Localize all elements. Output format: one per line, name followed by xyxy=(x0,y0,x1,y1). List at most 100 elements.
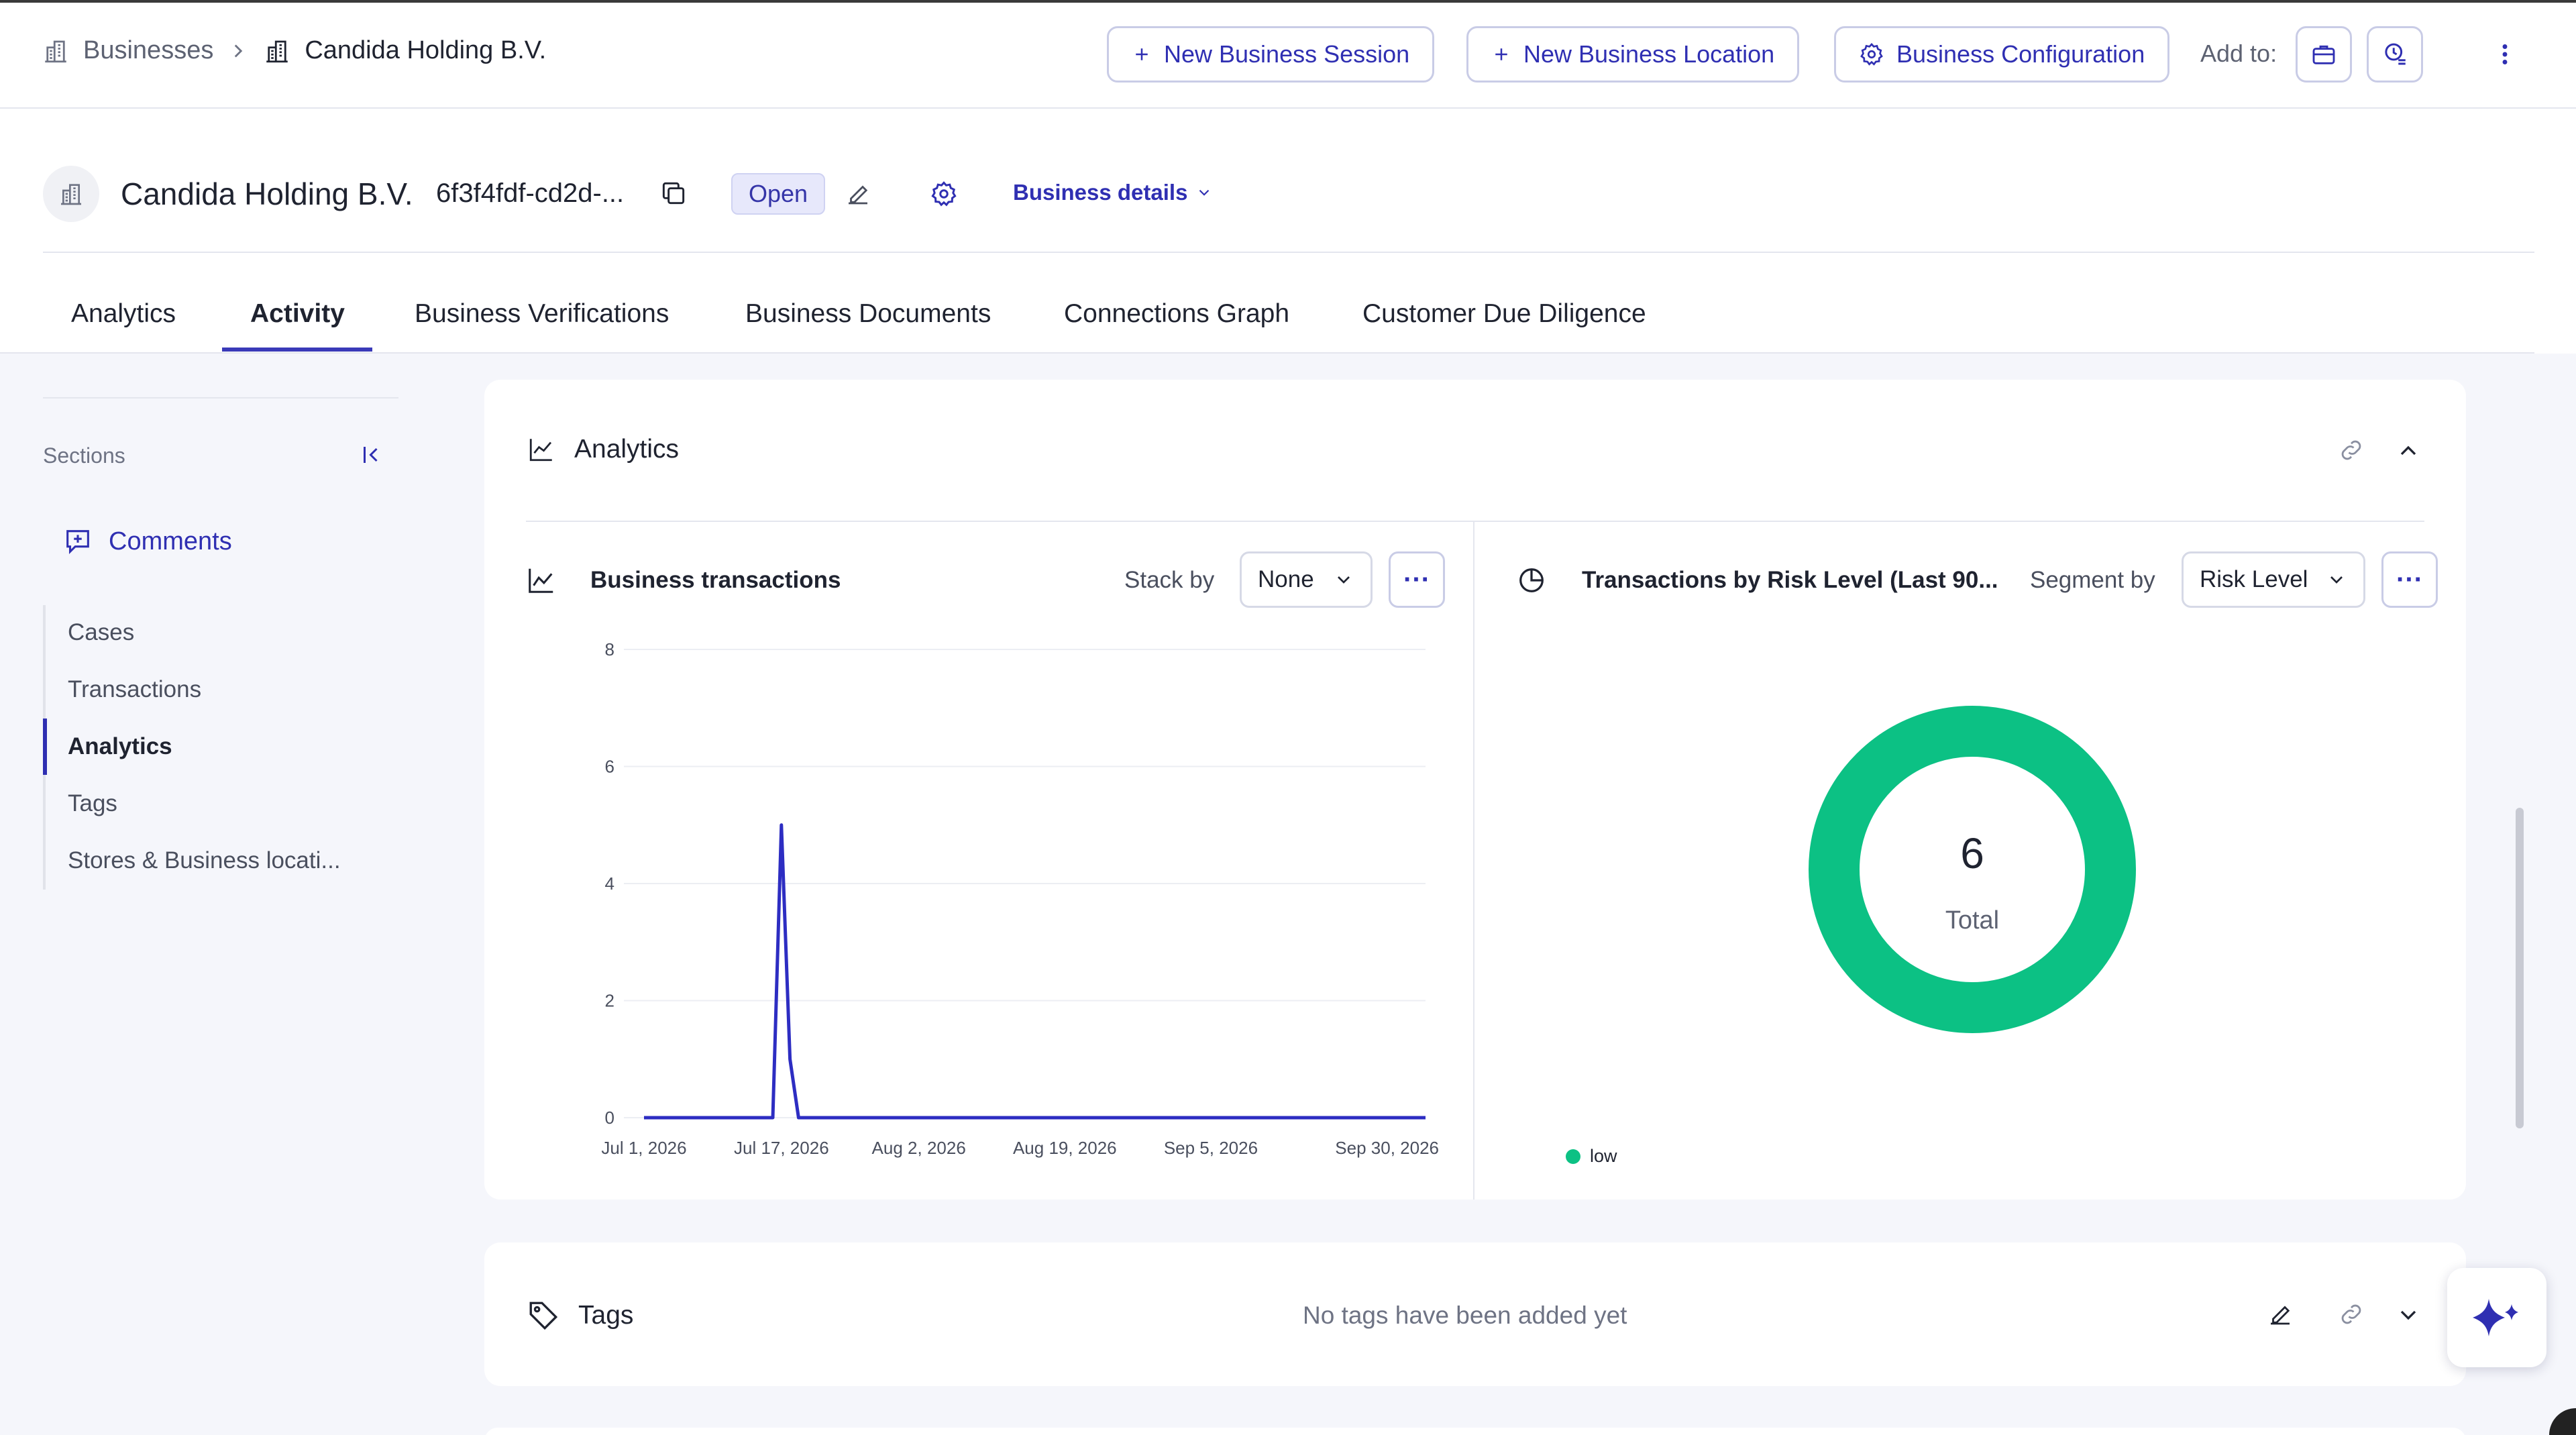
chevron-up-icon[interactable] xyxy=(2395,437,2422,468)
more-vertical-icon[interactable] xyxy=(2493,39,2517,73)
tab-connections-graph[interactable]: Connections Graph xyxy=(1064,299,1290,328)
comment-add-icon xyxy=(62,526,94,557)
risk-level-donut-chart: 6 Total xyxy=(1809,706,2136,1033)
add-to-case-button[interactable] xyxy=(2296,26,2352,83)
entity-divider xyxy=(43,252,2534,253)
segment-by-select[interactable]: Risk Level xyxy=(2182,551,2365,608)
tab-analytics[interactable]: Analytics xyxy=(71,299,176,328)
add-to-watchlist-button[interactable] xyxy=(2367,26,2423,83)
status-badge[interactable]: Open xyxy=(731,173,826,215)
building-icon xyxy=(42,37,70,65)
segment-by-label: Segment by xyxy=(2030,567,2155,593)
tags-empty-message: No tags have been added yet xyxy=(1303,1301,1627,1329)
right-chart-more-button[interactable]: ··· xyxy=(2381,551,2438,608)
analytics-card-header: Analytics xyxy=(526,435,679,464)
building-icon xyxy=(58,180,85,207)
donut-slice xyxy=(1809,706,2136,1033)
collapse-sidebar-icon[interactable] xyxy=(360,440,384,473)
chevron-down-icon[interactable] xyxy=(2395,1301,2422,1332)
sidebar-item-tags[interactable]: Tags xyxy=(68,790,117,816)
entity-name: Candida Holding B.V. xyxy=(121,176,413,211)
comments-label: Comments xyxy=(109,527,232,555)
entity-id: 6f3f4fdf-cd2d-... xyxy=(436,178,625,208)
y-tick-label: 0 xyxy=(605,1108,614,1128)
link-icon[interactable] xyxy=(2336,436,2367,468)
stack-by-select[interactable]: None xyxy=(1240,551,1373,608)
chevron-down-icon xyxy=(1195,184,1213,201)
sidebar-top-divider xyxy=(43,397,398,398)
active-tab-indicator xyxy=(222,348,372,352)
stack-by-label: Stack by xyxy=(1124,567,1215,593)
tags-card xyxy=(484,1242,2466,1386)
pie-chart-icon xyxy=(1516,565,1547,599)
edit-pencil-icon[interactable] xyxy=(844,180,872,211)
sidebar-item-transactions[interactable]: Transactions xyxy=(68,676,202,702)
tab-business-verifications[interactable]: Business Verifications xyxy=(415,299,669,328)
building-icon xyxy=(263,37,291,65)
window-top-border xyxy=(0,0,2576,3)
left-chart-more-button[interactable]: ··· xyxy=(1389,551,1445,608)
new-business-session-label: New Business Session xyxy=(1164,40,1410,68)
next-card-edge xyxy=(484,1428,2466,1435)
legend-swatch-low xyxy=(1566,1149,1580,1164)
sidebar-item-stores-locations[interactable]: Stores & Business locati... xyxy=(68,847,341,873)
sidebar-item-cases[interactable]: Cases xyxy=(68,619,135,645)
series-line xyxy=(644,823,1426,1120)
business-transactions-chart: 0 2 4 6 8 Jul 1, 2026 Jul 17, 2026 Aug 2, 2026… xyxy=(601,639,1439,1158)
analytics-card xyxy=(484,380,2466,1200)
tags-card-title: Tags xyxy=(578,1301,634,1330)
business-details-dropdown[interactable]: Business details xyxy=(1013,180,1213,205)
x-tick-label: Aug 19, 2026 xyxy=(1013,1138,1117,1158)
comments-link[interactable]: Comments xyxy=(62,526,232,557)
charts-divider xyxy=(1473,522,1474,1200)
tabs-divider xyxy=(0,352,2534,354)
chevron-down-icon xyxy=(2326,569,2347,590)
tab-activity[interactable]: Activity xyxy=(250,299,345,328)
analytics-card-title: Analytics xyxy=(574,435,680,464)
sparkle-icon xyxy=(2470,1296,2524,1339)
donut-total-value: 6 xyxy=(1960,829,1984,878)
new-business-location-label: New Business Location xyxy=(1523,40,1775,68)
y-tick-label: 8 xyxy=(605,639,614,659)
x-tick-label: Aug 2, 2026 xyxy=(872,1138,966,1158)
segment-by-value: Risk Level xyxy=(2200,566,2308,592)
x-tick-label: Sep 5, 2026 xyxy=(1164,1138,1258,1158)
sidebar-active-indicator xyxy=(43,719,47,775)
add-to-label: Add to: xyxy=(2200,40,2277,67)
line-chart-icon xyxy=(526,435,557,464)
sidebar-item-analytics[interactable]: Analytics xyxy=(68,733,172,759)
risk-level-chart-title: Transactions by Risk Level (Last 90... xyxy=(1582,567,1998,593)
plus-icon xyxy=(1132,44,1152,64)
business-details-label: Business details xyxy=(1013,180,1188,205)
page-scrollbar[interactable] xyxy=(2516,808,2524,1128)
copy-icon[interactable] xyxy=(659,178,688,211)
ellipsis-icon: ··· xyxy=(2396,564,2423,594)
settings-gear-icon[interactable] xyxy=(930,180,958,211)
tag-icon xyxy=(526,1299,561,1332)
analytics-header-divider xyxy=(526,521,2424,522)
tab-business-documents[interactable]: Business Documents xyxy=(745,299,991,328)
new-business-session-button[interactable]: New Business Session xyxy=(1107,26,1435,83)
y-tick-label: 6 xyxy=(605,757,614,777)
legend-label-low[interactable]: low xyxy=(1590,1146,1617,1166)
edit-tags-icon[interactable] xyxy=(2266,1300,2294,1332)
link-icon[interactable] xyxy=(2336,1300,2367,1332)
x-tick-label: Jul 1, 2026 xyxy=(601,1138,686,1158)
donut-total-label: Total xyxy=(1945,906,1999,935)
ai-assistant-button[interactable] xyxy=(2447,1268,2546,1367)
breadcrumb-businesses[interactable]: Businesses xyxy=(83,36,214,64)
new-business-location-button[interactable]: New Business Location xyxy=(1466,26,1800,83)
x-tick-label: Jul 17, 2026 xyxy=(734,1138,829,1158)
business-configuration-button[interactable]: Business Configuration xyxy=(1834,26,2170,83)
chevron-right-icon xyxy=(227,40,250,62)
briefcase-icon xyxy=(2310,41,2337,68)
chevron-down-icon xyxy=(1333,569,1354,590)
business-transactions-title: Business transactions xyxy=(590,567,841,593)
ellipsis-icon: ··· xyxy=(1403,564,1430,594)
x-tick-label: Sep 30, 2026 xyxy=(1335,1138,1439,1158)
search-list-icon xyxy=(2381,40,2409,68)
breadcrumb-current: Candida Holding B.V. xyxy=(305,36,547,64)
stack-by-value: None xyxy=(1258,566,1314,592)
tab-customer-due-diligence[interactable]: Customer Due Diligence xyxy=(1362,299,1646,328)
trend-icon xyxy=(525,565,558,599)
